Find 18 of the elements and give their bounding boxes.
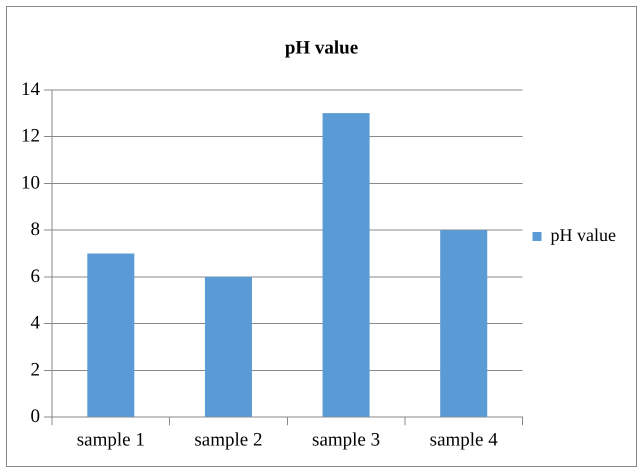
chart-title: pH value: [284, 37, 358, 58]
y-tick-label: 0: [30, 406, 40, 428]
y-tick-label: 12: [21, 126, 40, 147]
y-tick-label: 4: [30, 312, 40, 334]
y-tick-label: 8: [30, 219, 40, 240]
bar: [204, 276, 252, 417]
bar: [440, 230, 488, 417]
y-tick-label: 14: [21, 78, 40, 100]
x-tick-label: sample 1: [76, 430, 145, 451]
legend-label: pH value: [550, 225, 616, 246]
y-tick-label: 2: [30, 359, 40, 380]
x-tick-label: sample 4: [430, 430, 498, 451]
y-tick-label: 6: [30, 266, 40, 287]
bar: [322, 113, 370, 417]
x-tick-label: sample 2: [194, 430, 262, 451]
x-tick-label: sample 3: [312, 430, 380, 451]
bar: [87, 254, 134, 417]
y-tick-label: 10: [21, 172, 40, 194]
